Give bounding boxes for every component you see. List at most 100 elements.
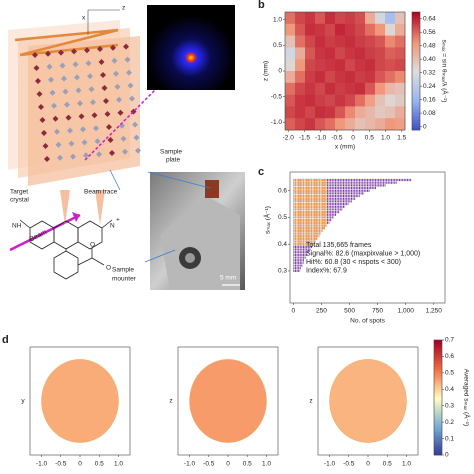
disk <box>41 359 119 443</box>
heat-cell <box>385 23 396 36</box>
heat-cell <box>295 94 306 107</box>
crystal <box>44 156 50 162</box>
colorbar-tick-label: 0.48 <box>423 42 436 49</box>
atom: N <box>110 223 115 230</box>
heat-cell <box>285 59 296 72</box>
colorbar-cell <box>434 389 442 393</box>
colorbar-cell <box>434 443 442 446</box>
heat-cell <box>345 94 356 107</box>
crystal <box>96 151 102 158</box>
heat-cell <box>335 12 346 25</box>
colorbar-cell <box>412 124 420 127</box>
colorbar-cell <box>434 430 442 433</box>
heat-cell <box>315 94 326 107</box>
colorbar-tick-label: 0.6 <box>445 353 454 360</box>
colorbar-cell <box>434 405 442 408</box>
heat-cell <box>335 94 346 107</box>
colorbar-tick-label: 0.1 <box>445 435 454 442</box>
colorbar-cell <box>412 100 420 103</box>
colorbar-cell <box>434 355 442 358</box>
colorbar-cell <box>412 51 420 54</box>
heat-cell <box>295 82 306 95</box>
colorbar-cell <box>434 401 442 404</box>
crystal <box>61 75 67 82</box>
colorbar-cell <box>434 439 442 442</box>
colorbar-cell <box>434 384 442 387</box>
y-tick-label: -1.0 <box>271 119 283 126</box>
colorbar-cell <box>412 63 420 66</box>
heat-cell <box>365 118 376 131</box>
heat-cell <box>325 23 336 36</box>
colorbar-cell <box>412 27 420 30</box>
x-axis-label: No. of spots <box>350 318 385 325</box>
heat-cell <box>375 12 386 25</box>
colorbar-cell <box>434 453 442 456</box>
heat-cell <box>395 106 406 119</box>
heat-cell <box>345 23 356 36</box>
crystal <box>84 47 90 54</box>
crystal <box>111 57 118 64</box>
colorbar-cell <box>434 426 442 429</box>
colorbar-label: sₘₐₓ = sin θₘₐₓ/λ (Å⁻¹) <box>440 40 449 103</box>
colorbar-cell <box>412 78 420 82</box>
crystal <box>70 153 76 160</box>
colorbar-cell <box>412 126 420 129</box>
colorbar-cell <box>412 41 420 44</box>
colorbar-cell <box>412 39 420 42</box>
crystal <box>120 135 127 142</box>
crystal <box>57 154 63 161</box>
heat-cell <box>355 94 366 107</box>
crystal <box>93 125 99 132</box>
heat-cell <box>315 106 326 119</box>
heat-cell <box>315 35 326 48</box>
heat-cell <box>325 12 336 25</box>
heat-cell <box>295 23 306 36</box>
colorbar-cell <box>412 49 420 52</box>
y-axis-label: sₘₐₓ (Å⁻¹) <box>263 206 272 234</box>
axis-label: z <box>122 5 125 12</box>
y-tick-label: 0 <box>278 68 282 75</box>
heat-cell <box>345 118 356 131</box>
colorbar-cell <box>412 31 420 34</box>
y-tick-label: 0.4 <box>278 241 287 248</box>
colorbar-tick-label: 0.16 <box>423 96 436 103</box>
x-tick-label: 0 <box>226 461 230 468</box>
crystal <box>103 98 109 104</box>
colorbar-cell <box>434 414 442 417</box>
heat-cell <box>345 35 356 48</box>
heat-cell <box>345 106 356 119</box>
crystal <box>88 86 95 93</box>
crystal <box>135 147 141 154</box>
crystal <box>110 44 116 51</box>
heat-cell <box>375 47 386 60</box>
heat-cell <box>395 82 406 95</box>
crystal <box>97 46 103 52</box>
colorbar-cell <box>434 418 442 421</box>
crystal <box>41 130 47 136</box>
x-tick-label: -0.5 <box>343 461 355 468</box>
colorbar-cell <box>434 359 442 362</box>
crystal <box>129 95 135 102</box>
label: crystal <box>10 197 29 204</box>
crystal <box>85 60 92 67</box>
crystal <box>78 113 85 120</box>
crystal <box>67 127 73 134</box>
heat-cell <box>335 59 346 72</box>
colorbar-cell <box>412 122 420 125</box>
label: Sample <box>112 267 134 274</box>
colorbar-tick-label: 0.56 <box>423 29 436 36</box>
crystal <box>106 124 112 130</box>
x-tick-label: 1.0 <box>114 461 123 468</box>
heat-cell <box>285 47 296 60</box>
heat-cell <box>295 71 306 84</box>
heat-cell <box>295 12 306 25</box>
crystal <box>91 112 98 119</box>
colorbar-cell <box>434 451 442 454</box>
heat-cell <box>305 23 316 36</box>
heat-cell <box>295 118 306 131</box>
crystal <box>101 85 108 91</box>
colorbar-cell <box>412 118 420 121</box>
annotation: Signal%: 82.6 (maxpixvalue > 1,000) <box>306 250 420 257</box>
heat-cell <box>315 82 326 95</box>
